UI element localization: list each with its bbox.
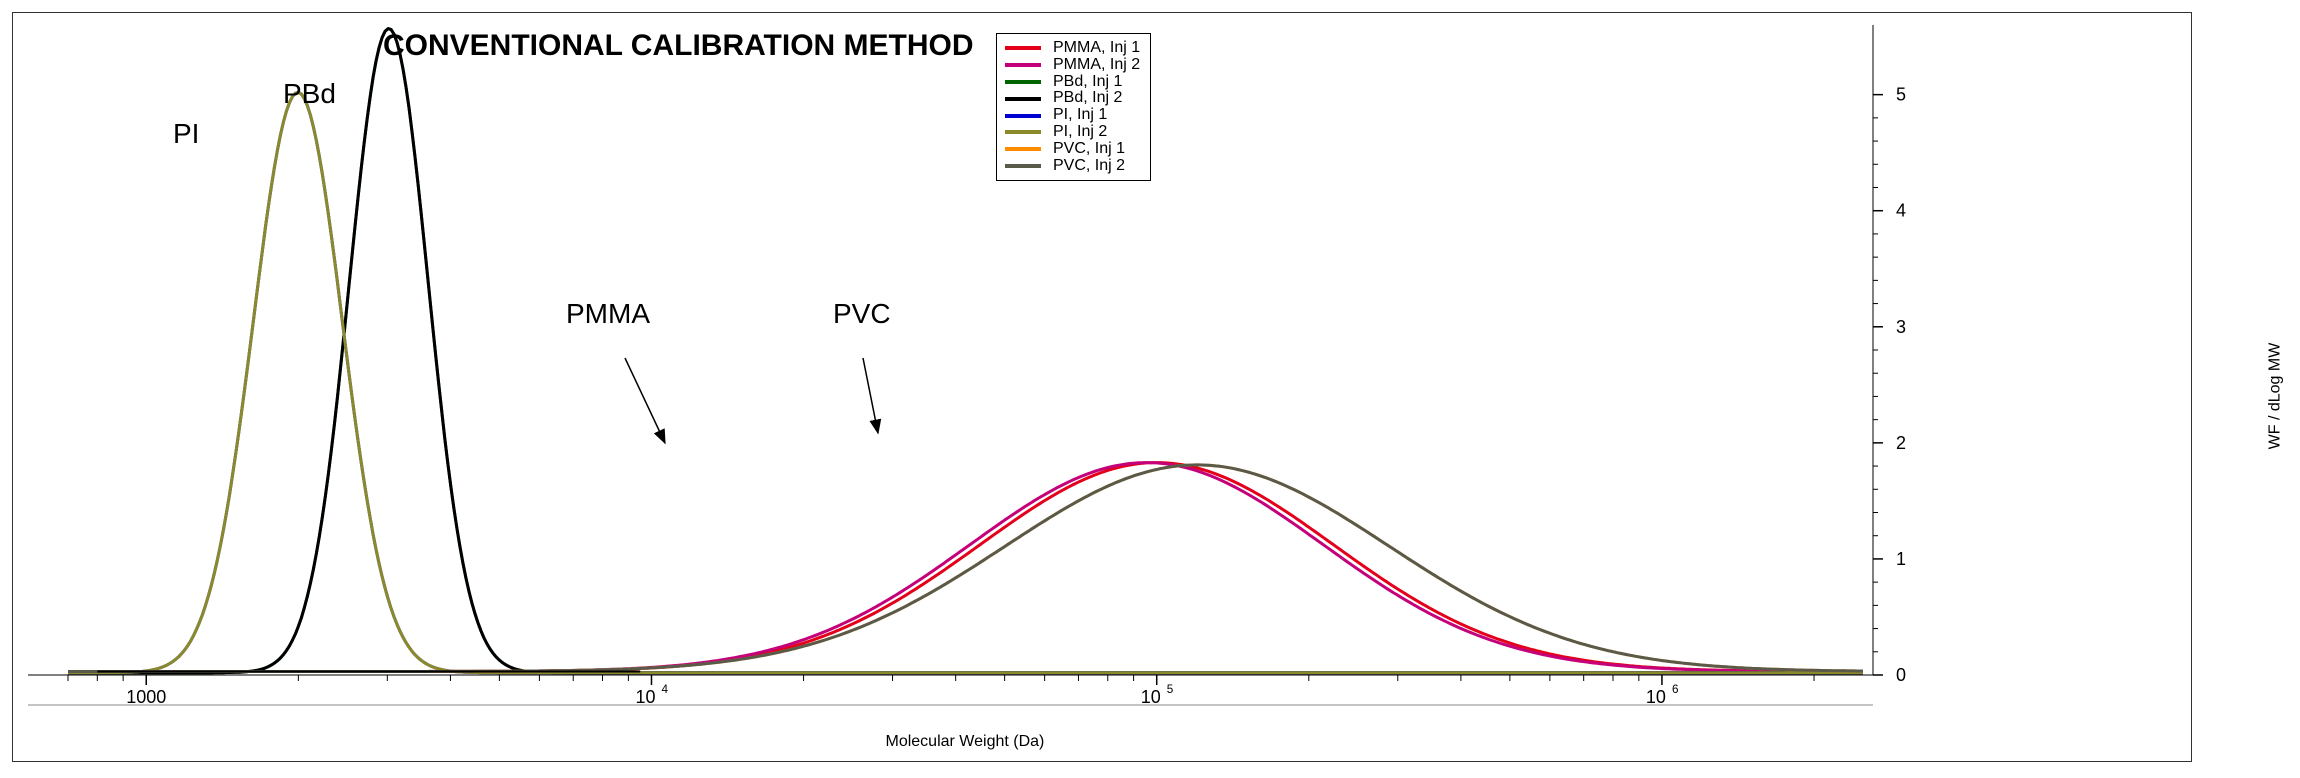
legend-item: PBd, Inj 2: [1005, 90, 1140, 107]
legend-swatch: [1005, 63, 1041, 67]
svg-text:5: 5: [1896, 85, 1906, 105]
legend-label: PI, Inj 1: [1053, 107, 1107, 124]
legend-label: PMMA, Inj 2: [1053, 57, 1140, 74]
y-axis-label: WF / dLog MW: [2266, 343, 2284, 450]
svg-text:1000: 1000: [126, 687, 166, 707]
svg-text:4: 4: [661, 683, 668, 696]
legend-swatch: [1005, 130, 1041, 134]
legend-swatch: [1005, 46, 1041, 50]
legend-label: PBd, Inj 2: [1053, 90, 1122, 107]
svg-text:2: 2: [1896, 433, 1906, 453]
legend-item: PVC, Inj 2: [1005, 158, 1140, 175]
legend-item: PI, Inj 2: [1005, 124, 1140, 141]
legend-item: PBd, Inj 1: [1005, 74, 1140, 91]
legend-item: PI, Inj 1: [1005, 107, 1140, 124]
chart-frame: 1000 10 4 10 5 10 6 0 1 2 3 4 5 PI PBd PMMA PVC CONVENTI…: [12, 12, 2192, 762]
x-axis-label: Molecular Weight (Da): [886, 733, 1045, 751]
legend-item: PMMA, Inj 2: [1005, 57, 1140, 74]
legend-swatch: [1005, 164, 1041, 168]
svg-text:10: 10: [635, 687, 655, 707]
legend-label: PVC, Inj 2: [1053, 158, 1125, 175]
legend-label: PI, Inj 2: [1053, 124, 1107, 141]
legend: PMMA, Inj 1PMMA, Inj 2PBd, Inj 1PBd, Inj…: [996, 33, 1151, 181]
annotation-pbd: PBd: [283, 78, 336, 109]
annotation-pi: PI: [173, 118, 199, 149]
legend-swatch: [1005, 147, 1041, 151]
svg-text:10: 10: [1646, 687, 1666, 707]
legend-item: PVC, Inj 1: [1005, 141, 1140, 158]
legend-label: PBd, Inj 1: [1053, 74, 1122, 91]
svg-text:3: 3: [1896, 317, 1906, 337]
legend-label: PVC, Inj 1: [1053, 141, 1125, 158]
legend-label: PMMA, Inj 1: [1053, 40, 1140, 57]
svg-text:10: 10: [1141, 687, 1161, 707]
legend-swatch: [1005, 97, 1041, 101]
svg-text:4: 4: [1896, 201, 1906, 221]
legend-item: PMMA, Inj 1: [1005, 40, 1140, 57]
svg-text:6: 6: [1672, 683, 1679, 696]
annotation-pvc: PVC: [833, 298, 891, 329]
legend-swatch: [1005, 80, 1041, 84]
svg-text:5: 5: [1167, 683, 1174, 696]
legend-swatch: [1005, 114, 1041, 118]
svg-text:1: 1: [1896, 549, 1906, 569]
annotation-pmma: PMMA: [566, 298, 650, 329]
svg-text:0: 0: [1896, 665, 1906, 685]
chart-title: CONVENTIONAL CALIBRATION METHOD: [383, 29, 974, 63]
